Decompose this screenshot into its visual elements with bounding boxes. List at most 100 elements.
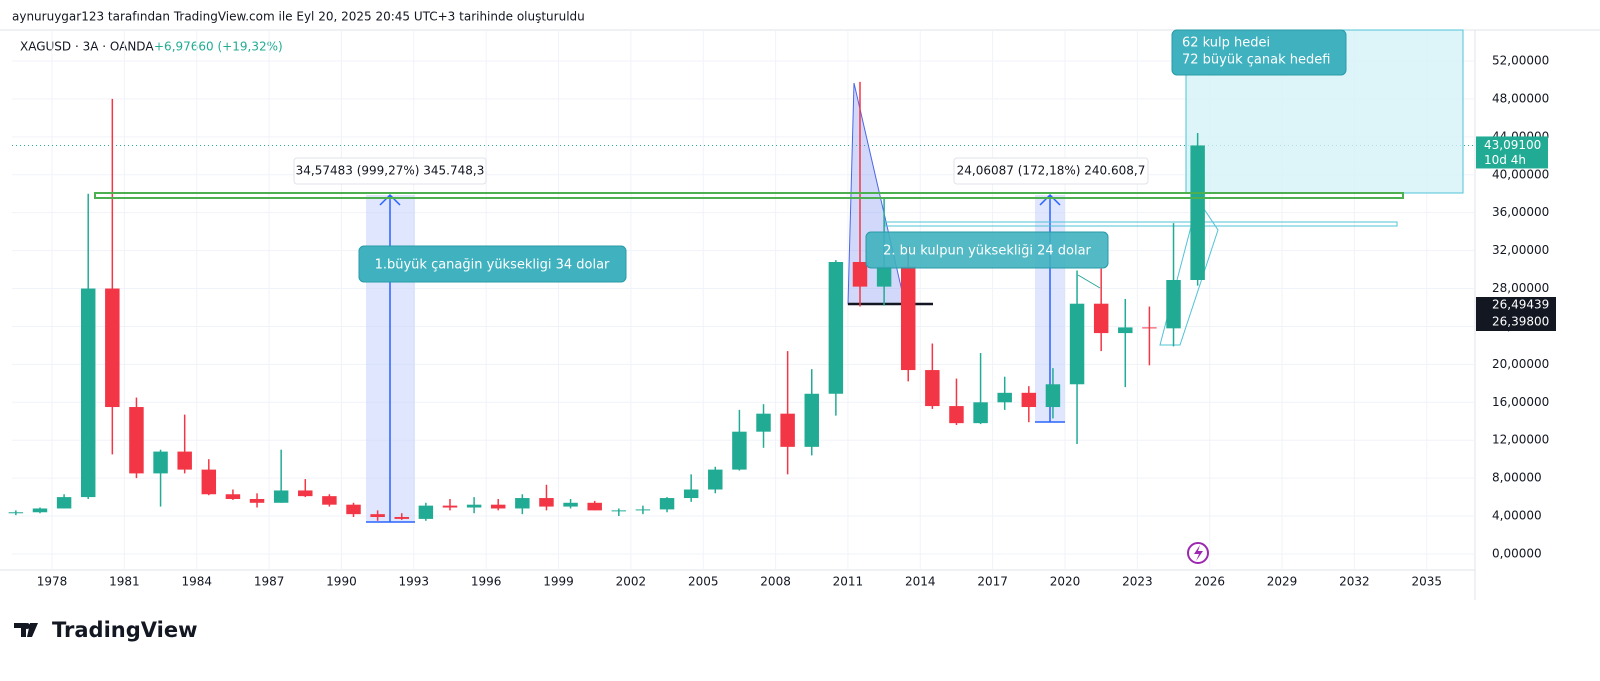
measure-label: 24,06087 (172,18%) 240.608,7 bbox=[957, 164, 1146, 178]
y-tick-label: 20,00000 bbox=[1492, 357, 1549, 371]
x-tick-label: 1993 bbox=[399, 575, 430, 589]
measure-label-box bbox=[293, 157, 487, 185]
y-tick-label: 48,00000 bbox=[1492, 91, 1549, 105]
x-tick-label: 1987 bbox=[254, 575, 285, 589]
change: +6,97660 (+19,32%) bbox=[154, 40, 283, 54]
candle-body bbox=[153, 451, 168, 474]
candle-body bbox=[298, 490, 313, 497]
y-tick-label: 12,00000 bbox=[1492, 433, 1549, 447]
candle-body bbox=[1093, 303, 1109, 334]
candle-body bbox=[925, 370, 940, 407]
candle-body bbox=[852, 261, 868, 287]
candle-body bbox=[442, 505, 458, 508]
x-tick-label: 2035 bbox=[1411, 575, 1442, 589]
candle-body bbox=[683, 489, 699, 499]
alert-icon[interactable] bbox=[1187, 542, 1209, 564]
x-tick-label: 2014 bbox=[905, 575, 936, 589]
candle-body bbox=[1045, 384, 1061, 408]
x-tick-label: 2032 bbox=[1339, 575, 1370, 589]
x-tick-label: 1981 bbox=[109, 575, 140, 589]
candle-body bbox=[997, 392, 1012, 403]
measure-label-box bbox=[953, 157, 1149, 185]
y-tick-label: 0,00000 bbox=[1492, 546, 1542, 560]
candle-body bbox=[80, 288, 96, 498]
candle-body bbox=[394, 517, 409, 519]
candle-body bbox=[708, 469, 723, 490]
arrow-head bbox=[1039, 193, 1061, 206]
callout-text: 72 büyük çanak hedefi bbox=[1182, 53, 1330, 68]
candle-body bbox=[32, 508, 48, 513]
x-tick-label: 2017 bbox=[977, 575, 1008, 589]
candle-body bbox=[635, 509, 651, 511]
y-tick-label: 8,00000 bbox=[1492, 471, 1542, 485]
candle-body bbox=[732, 431, 747, 470]
candle-body bbox=[1021, 392, 1037, 408]
candle-body bbox=[876, 266, 892, 287]
x-tick-label: 2023 bbox=[1122, 575, 1153, 589]
callout-text: 62 kulp hedei bbox=[1182, 36, 1270, 51]
candle-body bbox=[1118, 327, 1133, 334]
y-tick-label: 40,00000 bbox=[1492, 167, 1549, 181]
axis-labels: 0,00000 4,00000 8,00000 12,00000 16,00000 20,… bbox=[37, 54, 1556, 589]
candle-body bbox=[1142, 327, 1157, 329]
candle-body bbox=[201, 469, 217, 495]
band bbox=[884, 221, 1398, 227]
candle-body bbox=[804, 393, 819, 447]
x-tick-label: 2008 bbox=[760, 575, 791, 589]
candle-body bbox=[129, 407, 144, 474]
y-tick-label: 16,00000 bbox=[1492, 395, 1549, 409]
callout bbox=[865, 231, 1109, 269]
logo-text: TradingView bbox=[52, 618, 197, 642]
x-tick-label: 1996 bbox=[471, 575, 502, 589]
measure-label: 34,57483 (999,27%) 345.748,3 bbox=[296, 164, 485, 178]
candle-body bbox=[828, 261, 844, 394]
candle-body bbox=[900, 266, 916, 371]
x-tick-label: 2011 bbox=[833, 575, 864, 589]
trend-line bbox=[1077, 274, 1101, 289]
countdown: 10d 4h bbox=[1484, 153, 1526, 167]
candle-body bbox=[56, 497, 72, 509]
candle-body bbox=[418, 505, 434, 519]
x-tick-label: 1999 bbox=[543, 575, 574, 589]
price-label-box bbox=[1476, 297, 1556, 314]
candle-body bbox=[490, 504, 506, 509]
candle-body bbox=[466, 504, 482, 508]
x-tick-label: 2026 bbox=[1194, 575, 1225, 589]
price-label: 26,39800 bbox=[1492, 315, 1549, 329]
candle-body bbox=[273, 490, 289, 503]
candle-body bbox=[322, 496, 337, 505]
callout bbox=[1171, 29, 1347, 76]
candle-body bbox=[249, 498, 265, 503]
y-tick-label: 32,00000 bbox=[1492, 243, 1549, 257]
resistance-band bbox=[94, 192, 1404, 199]
candle-body bbox=[756, 413, 771, 432]
y-tick-label: 4,00000 bbox=[1492, 509, 1542, 523]
candle-body bbox=[1166, 279, 1181, 329]
y-tick-label: 52,00000 bbox=[1492, 54, 1549, 68]
candle-body bbox=[225, 494, 241, 499]
candle-body bbox=[346, 504, 361, 515]
last-price-box bbox=[1476, 136, 1548, 169]
callout-text: 1.büyük çanağin yüksekligi 34 dolar bbox=[375, 258, 610, 273]
logo-mark bbox=[14, 623, 38, 637]
candle-body bbox=[177, 451, 192, 470]
x-tick-label: 1990 bbox=[326, 575, 357, 589]
candle-body bbox=[105, 288, 120, 408]
callout-text: 2. bu kulpun yüksekliği 24 dolar bbox=[883, 244, 1091, 259]
x-tick-label: 1984 bbox=[181, 575, 212, 589]
alert-bolt bbox=[1194, 545, 1203, 561]
x-tick-label: 2002 bbox=[616, 575, 647, 589]
candle-body bbox=[563, 502, 578, 507]
candle-body bbox=[1190, 145, 1205, 280]
candle-body bbox=[611, 510, 627, 512]
x-tick-label: 2005 bbox=[688, 575, 719, 589]
candle-body bbox=[780, 413, 795, 447]
callout bbox=[358, 245, 627, 283]
candle-body bbox=[949, 406, 964, 424]
candle-body bbox=[515, 498, 530, 509]
candle-body bbox=[973, 402, 988, 424]
arrow-head bbox=[379, 193, 401, 206]
caption: aynuruygar123 tarafından TradingView.com… bbox=[12, 10, 585, 24]
